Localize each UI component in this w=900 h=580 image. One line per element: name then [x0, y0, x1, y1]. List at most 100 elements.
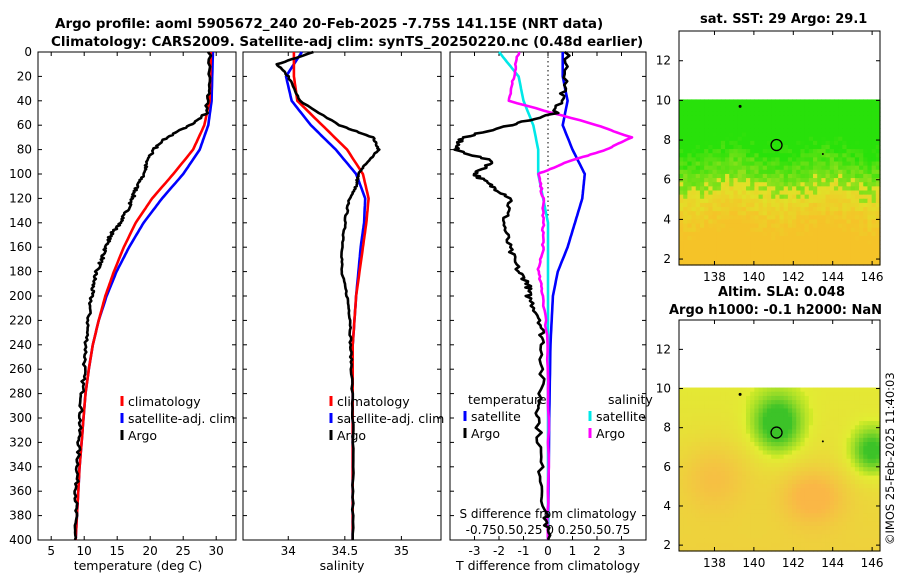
heatmap-cell [766, 165, 772, 171]
heatmap-cell [712, 530, 718, 535]
heatmap-cell [771, 252, 776, 258]
heatmap-cell [821, 198, 827, 204]
heatmap-cell [771, 429, 776, 435]
heatmap-cell [779, 182, 785, 187]
heatmap-cell [733, 252, 739, 258]
heatmap-cell [854, 450, 860, 456]
heatmap-cell [800, 462, 806, 468]
heatmap-cell [737, 207, 743, 212]
heatmap-cell [766, 169, 772, 175]
heatmap-cell [796, 198, 802, 204]
heatmap-cell [838, 111, 843, 117]
heatmap-cell [708, 260, 714, 266]
y-tick-label: 380 [9, 509, 32, 523]
heatmap-cell [683, 182, 688, 187]
heatmap-cell [720, 500, 726, 506]
heatmap-cell [699, 534, 705, 540]
heatmap-cell [750, 538, 755, 544]
heatmap-cell [804, 211, 810, 216]
heatmap-cell [787, 223, 793, 229]
heatmap-cell [699, 546, 705, 552]
heatmap-cell [762, 442, 768, 447]
heatmap-cell [792, 458, 797, 464]
heatmap-cell [783, 194, 789, 200]
heatmap-cell [750, 260, 755, 266]
heatmap-cell [859, 182, 864, 187]
heatmap-cell [842, 467, 848, 472]
heatmap-cell [808, 446, 814, 452]
heatmap-cell [859, 211, 864, 216]
heatmap-cell [716, 231, 722, 237]
heatmap-cell [800, 542, 806, 548]
heatmap-cell [687, 149, 693, 154]
heatmap-cell [683, 404, 688, 410]
heatmap-cell [871, 446, 877, 452]
heatmap-cell [783, 387, 789, 393]
heatmap-cell [800, 479, 806, 485]
heatmap-cell [813, 260, 818, 266]
heatmap-cell [695, 500, 701, 506]
heatmap-cell [871, 400, 877, 405]
heatmap-cell [683, 429, 688, 435]
heatmap-cell [746, 227, 751, 233]
heatmap-cell [779, 252, 785, 258]
heatmap-cell [687, 421, 693, 426]
heatmap-cell [867, 240, 873, 245]
heatmap-cell [737, 256, 743, 262]
heatmap-cell [725, 521, 730, 527]
heatmap-cell [762, 479, 768, 485]
heatmap-cell [729, 227, 735, 233]
heatmap-cell [746, 517, 751, 523]
heatmap-cell [704, 538, 709, 544]
heatmap-cell [850, 124, 856, 129]
heatmap-cell [875, 504, 881, 510]
heatmap-cell [766, 425, 772, 431]
heatmap-cell [679, 248, 684, 254]
heatmap-cell [720, 144, 726, 150]
heatmap-cell [683, 190, 688, 196]
heatmap-cell [741, 517, 747, 523]
heatmap-cell [679, 400, 684, 405]
heatmap-cell [704, 202, 709, 208]
heatmap-cell [733, 488, 739, 493]
heatmap-cell [800, 161, 806, 167]
y-tick-label: 140 [9, 216, 32, 230]
heatmap-cell [750, 178, 755, 183]
heatmap-cell [783, 260, 789, 266]
heatmap-cell [846, 124, 852, 129]
heatmap-cell [766, 211, 772, 216]
heatmap-cell [720, 425, 726, 431]
heatmap-cell [750, 211, 755, 216]
heatmap-cell [804, 223, 810, 229]
heatmap-cell [804, 546, 810, 552]
heatmap-cell [817, 173, 822, 179]
heatmap-cell [808, 492, 814, 498]
heatmap-cell [733, 530, 739, 535]
heatmap-cell [850, 504, 856, 510]
heatmap-cell [875, 492, 881, 498]
heatmap-cell [695, 252, 701, 258]
heatmap-cell [829, 471, 835, 477]
heatmap-cell [729, 483, 735, 489]
heatmap-cell [808, 458, 814, 464]
heatmap-cell [800, 256, 806, 262]
heatmap-cell [850, 198, 856, 204]
heatmap-cell [800, 534, 806, 540]
heatmap-cell [683, 416, 688, 422]
heatmap-cell [758, 391, 764, 397]
heatmap-cell [704, 408, 709, 414]
heatmap-cell [679, 395, 684, 401]
heatmap-cell [737, 140, 743, 146]
heatmap-cell [783, 173, 789, 179]
heatmap-cell [679, 103, 684, 109]
heatmap-cell [754, 194, 760, 200]
heatmap-cell [829, 260, 835, 266]
heatmap-cell [691, 454, 697, 460]
heatmap-cell [695, 173, 701, 179]
heatmap-cell [691, 248, 697, 254]
heatmap-cell [821, 178, 827, 183]
heatmap-cell [720, 462, 726, 468]
heatmap-cell [875, 475, 881, 481]
heatmap-cell [833, 227, 839, 233]
